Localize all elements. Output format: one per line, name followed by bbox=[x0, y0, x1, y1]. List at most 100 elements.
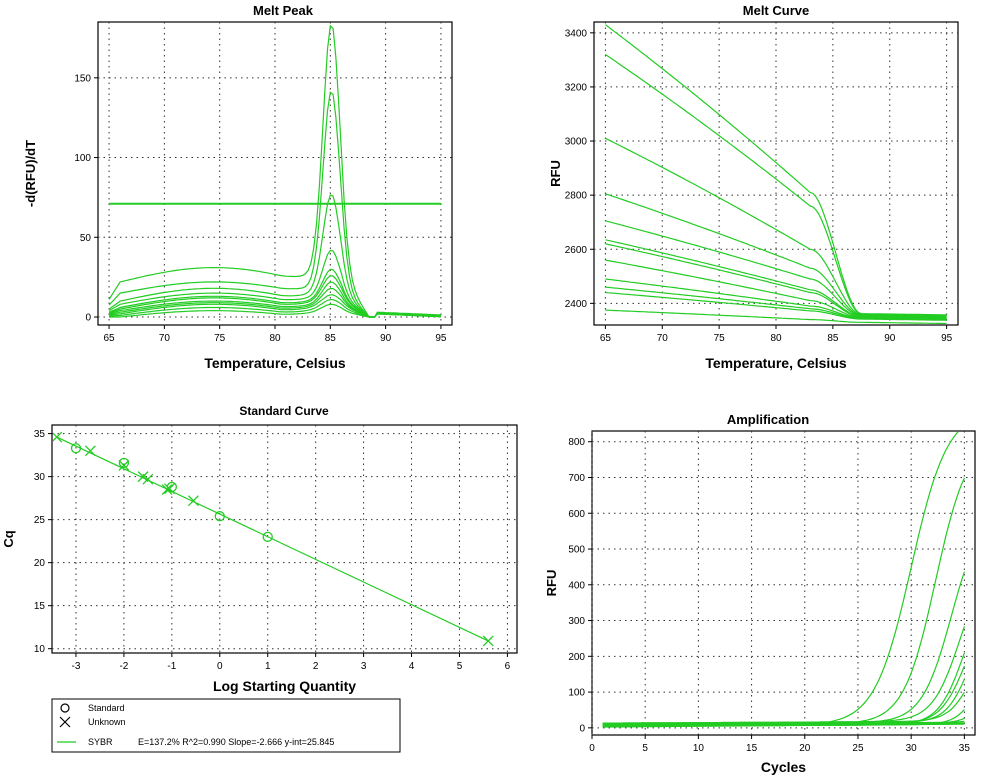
x-tick-label: 80 bbox=[770, 333, 782, 344]
legend-standard-marker bbox=[60, 703, 70, 713]
melt-peak-chart: 65 70 75 80 85 90 95 0 50 100 150 Melt Peak Temperat… bbox=[23, 3, 453, 371]
y-tick-label: 100 bbox=[568, 688, 585, 699]
x-tick-label: 4 bbox=[409, 661, 415, 672]
x-tick-label: 0 bbox=[217, 661, 223, 672]
x-tick-label: 75 bbox=[714, 333, 726, 344]
unknown-point bbox=[163, 483, 175, 495]
x-tick-label: 20 bbox=[799, 743, 811, 754]
x-tick-label: 2 bbox=[313, 661, 319, 672]
legend-standard-label: Standard bbox=[88, 703, 125, 713]
melt-curve-line bbox=[605, 309, 947, 324]
y-tick-label: 300 bbox=[568, 616, 585, 627]
legend-unknown-marker bbox=[59, 716, 71, 728]
x-tick-label: 75 bbox=[214, 333, 226, 344]
chart-title: Amplification bbox=[727, 412, 809, 427]
amplification-series-group bbox=[602, 432, 965, 728]
standard-curve-chart: -3 -2 -1 0 1 2 3 4 5 6 10 15 20 25 30 35 Standard Curve L… bbox=[1, 404, 518, 694]
x-tick-label: 35 bbox=[959, 743, 971, 754]
y-tick-label: 10 bbox=[34, 644, 46, 655]
melt-curve-chart: 65 70 75 80 85 90 95 2400 2600 2800 3000 3200 3400 Me… bbox=[548, 3, 959, 371]
x-tick-label: 0 bbox=[589, 743, 595, 754]
x-tick-label: 95 bbox=[941, 333, 953, 344]
y-tick-label: 50 bbox=[80, 233, 92, 244]
x-tick-label: 5 bbox=[457, 661, 463, 672]
x-tick-label: 6 bbox=[505, 661, 511, 672]
y-axis-label: Cq bbox=[1, 530, 16, 547]
y-tick-label: 25 bbox=[34, 515, 46, 526]
x-tick-label: 65 bbox=[600, 333, 612, 344]
y-tick-label: 2600 bbox=[565, 245, 588, 256]
y-tick-label: 20 bbox=[34, 558, 46, 569]
y-tick-label: 400 bbox=[568, 580, 585, 591]
x-tick-label: 10 bbox=[693, 743, 705, 754]
y-tick-label: 800 bbox=[568, 437, 585, 448]
y-tick-label: 150 bbox=[74, 73, 91, 84]
melt-peak-series-group bbox=[108, 24, 441, 318]
standard-point bbox=[214, 511, 225, 522]
x-tick-label: 90 bbox=[380, 333, 392, 344]
y-tick-label: 3000 bbox=[565, 137, 588, 148]
amplification-curve bbox=[602, 720, 965, 725]
unknown-point bbox=[482, 635, 494, 647]
y-tick-label: 0 bbox=[85, 313, 91, 324]
x-tick-label: 30 bbox=[906, 743, 918, 754]
unknown-point bbox=[118, 459, 130, 471]
x-tick-label: 90 bbox=[884, 333, 896, 344]
standard-point bbox=[118, 457, 130, 469]
unknown-point bbox=[142, 473, 154, 485]
x-tick-label: 15 bbox=[746, 743, 758, 754]
y-tick-label: 700 bbox=[568, 473, 585, 484]
melt-curve-line bbox=[605, 291, 947, 321]
x-tick-label: 65 bbox=[104, 333, 116, 344]
unknown-point bbox=[161, 484, 173, 495]
x-tick-label: 3 bbox=[361, 661, 367, 672]
y-tick-label: 3400 bbox=[565, 28, 588, 39]
y-tick-label: 35 bbox=[34, 429, 46, 440]
x-tick-label: 70 bbox=[657, 333, 669, 344]
unknown-point bbox=[53, 431, 63, 443]
amplification-chart: 0 5 10 15 20 25 30 35 0 100 200 300 400 500 600 700 800 A… bbox=[544, 412, 976, 775]
y-axis-label: -d(RFU)/dT bbox=[23, 140, 38, 207]
y-tick-label: 200 bbox=[568, 652, 585, 663]
x-axis-label: Cycles bbox=[761, 759, 806, 775]
standard-curve-legend: Standard Unknown SYBR E=137.2% R^2=0.990 Sl… bbox=[51, 698, 401, 753]
legend-frame bbox=[51, 698, 401, 753]
plot-frame bbox=[51, 424, 518, 654]
y-tick-label: 2800 bbox=[565, 191, 588, 202]
y-tick-label: 0 bbox=[579, 723, 585, 734]
y-tick-label: 500 bbox=[568, 545, 585, 556]
y-tick-label: 30 bbox=[34, 472, 46, 483]
x-tick-label: -1 bbox=[167, 661, 176, 672]
x-tick-label: 25 bbox=[852, 743, 864, 754]
melt-curve-series-group bbox=[605, 24, 947, 324]
amplification-curve bbox=[602, 691, 965, 724]
x-tick-label: 5 bbox=[642, 743, 648, 754]
chart-title: Melt Peak bbox=[253, 3, 314, 18]
melt-peak-curve bbox=[109, 303, 441, 318]
legend-unknown-label: Unknown bbox=[88, 717, 126, 727]
plot-frame bbox=[591, 430, 976, 736]
y-axis-label: RFU bbox=[544, 570, 559, 597]
x-tick-label: 95 bbox=[435, 333, 447, 344]
x-tick-label: 85 bbox=[325, 333, 337, 344]
y-tick-label: 2400 bbox=[565, 299, 588, 310]
y-tick-label: 3200 bbox=[565, 82, 588, 93]
x-tick-label: 70 bbox=[159, 333, 171, 344]
standard-point bbox=[262, 531, 273, 542]
chart-title: Standard Curve bbox=[239, 404, 329, 418]
unknown-point bbox=[84, 445, 96, 457]
y-tick-label: 600 bbox=[568, 509, 585, 520]
x-tick-label: 85 bbox=[827, 333, 839, 344]
legend-fit-stats: E=137.2% R^2=0.990 Slope=-2.666 y-int=25… bbox=[138, 737, 334, 747]
legend-sybr-label: SYBR bbox=[88, 737, 113, 747]
x-tick-label: -3 bbox=[72, 661, 81, 672]
fit-line bbox=[56, 436, 489, 642]
x-axis-label: Temperature, Celsius bbox=[204, 355, 346, 371]
chart-title: Melt Curve bbox=[743, 3, 809, 18]
x-axis-label: Temperature, Celsius bbox=[705, 355, 847, 371]
unknown-point bbox=[187, 495, 199, 507]
amplification-baseline bbox=[602, 722, 965, 728]
x-tick-label: 80 bbox=[269, 333, 281, 344]
